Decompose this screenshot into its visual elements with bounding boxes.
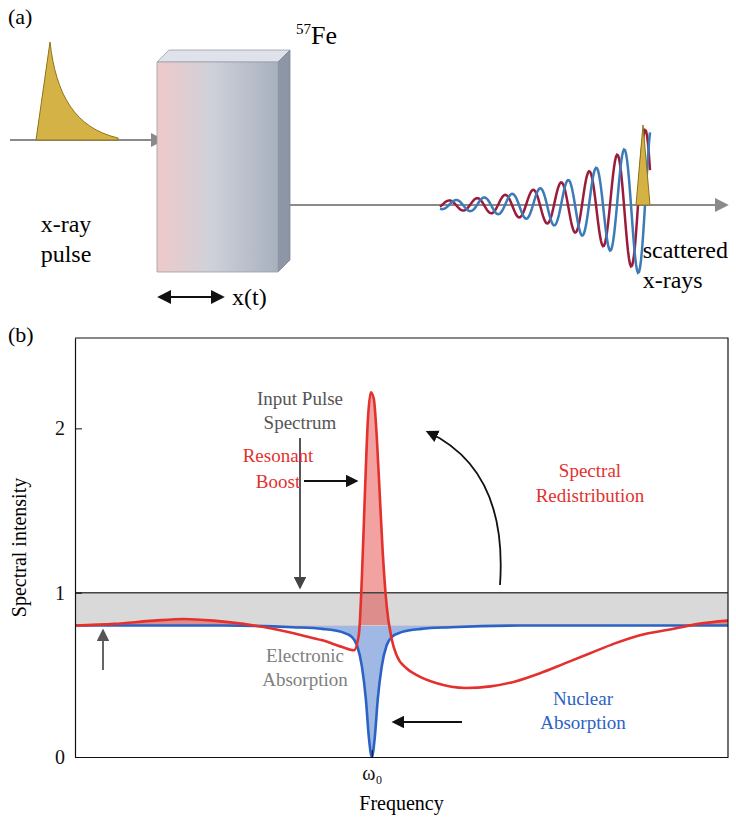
annotation: Boost: [256, 471, 301, 492]
absorption-fill: [75, 626, 728, 757]
x-axis-line: [76, 757, 729, 758]
isotope-symbol: Fe: [311, 21, 337, 50]
annotation: Spectral: [559, 460, 621, 481]
annotation-arrow: [102, 631, 104, 670]
sample-side: [278, 50, 290, 272]
spectrum-curve: [75, 626, 728, 757]
annotation: Spectrum: [264, 412, 337, 433]
x-tick-mark: [372, 750, 373, 757]
x-tick: ω₀: [362, 750, 382, 784]
y-tick-mark: [75, 593, 82, 594]
output-label: x-rays: [643, 267, 703, 293]
spectrum-curve: [75, 392, 728, 688]
annotation: Redistribution: [536, 485, 645, 506]
x-axis-title: Frequency: [359, 792, 443, 815]
reference-line: [75, 592, 728, 594]
y-tick-label: 1: [55, 582, 65, 604]
output-label: scattered: [643, 237, 728, 263]
input-pulse: [36, 42, 118, 140]
scattered-pulse: [636, 125, 650, 205]
annotation: Input Pulse: [257, 388, 343, 409]
annotation: Absorption: [540, 712, 626, 733]
sample-front: [157, 62, 278, 272]
panel-label: (b): [8, 322, 34, 347]
motion-label: x(t): [232, 284, 267, 310]
annotation-arrow: [428, 432, 501, 585]
y-tick: 1: [55, 582, 82, 604]
annotation-arrow: [394, 721, 462, 723]
y-axis: 0 1 2: [55, 339, 82, 768]
x-axis: ω₀: [76, 750, 729, 784]
annotation: Nuclear: [553, 688, 614, 709]
annotation: Electronic: [266, 645, 344, 666]
y-axis-title: Spectral intensity: [8, 478, 31, 617]
annotation-arrow: [304, 480, 356, 482]
y-tick-label: 0: [55, 746, 65, 768]
motion-arrow: [160, 296, 222, 298]
isotope-label: 57Fe: [296, 21, 337, 50]
plot-frame: [75, 338, 728, 757]
figure: (a) x-ray pulse 57Fe x(t) scattered x-rays (b) ω…: [0, 0, 736, 831]
y-tick: 0: [55, 746, 82, 768]
scattered-wave: [440, 132, 650, 272]
output-beam: [290, 204, 726, 206]
annotations: Input Pulse Spectrum Electronic Absorption R…: [103, 388, 645, 733]
isotope-mass: 57: [296, 21, 312, 37]
y-tick-mark: [75, 428, 82, 429]
panel-label: (a): [8, 4, 32, 29]
x-tick-label: ω₀: [362, 762, 382, 784]
y-tick-label: 2: [55, 417, 65, 439]
plot-area: [75, 392, 728, 757]
input-label: pulse: [41, 241, 92, 267]
annotation: Absorption: [262, 669, 348, 690]
annotation: Resonant: [243, 445, 314, 466]
y-axis-line: [75, 339, 76, 758]
sample-top: [157, 50, 290, 62]
input-label: x-ray: [41, 211, 92, 237]
boost-fill: [75, 392, 728, 625]
y-tick-mark: [75, 757, 82, 758]
y-tick: 2: [55, 417, 82, 439]
